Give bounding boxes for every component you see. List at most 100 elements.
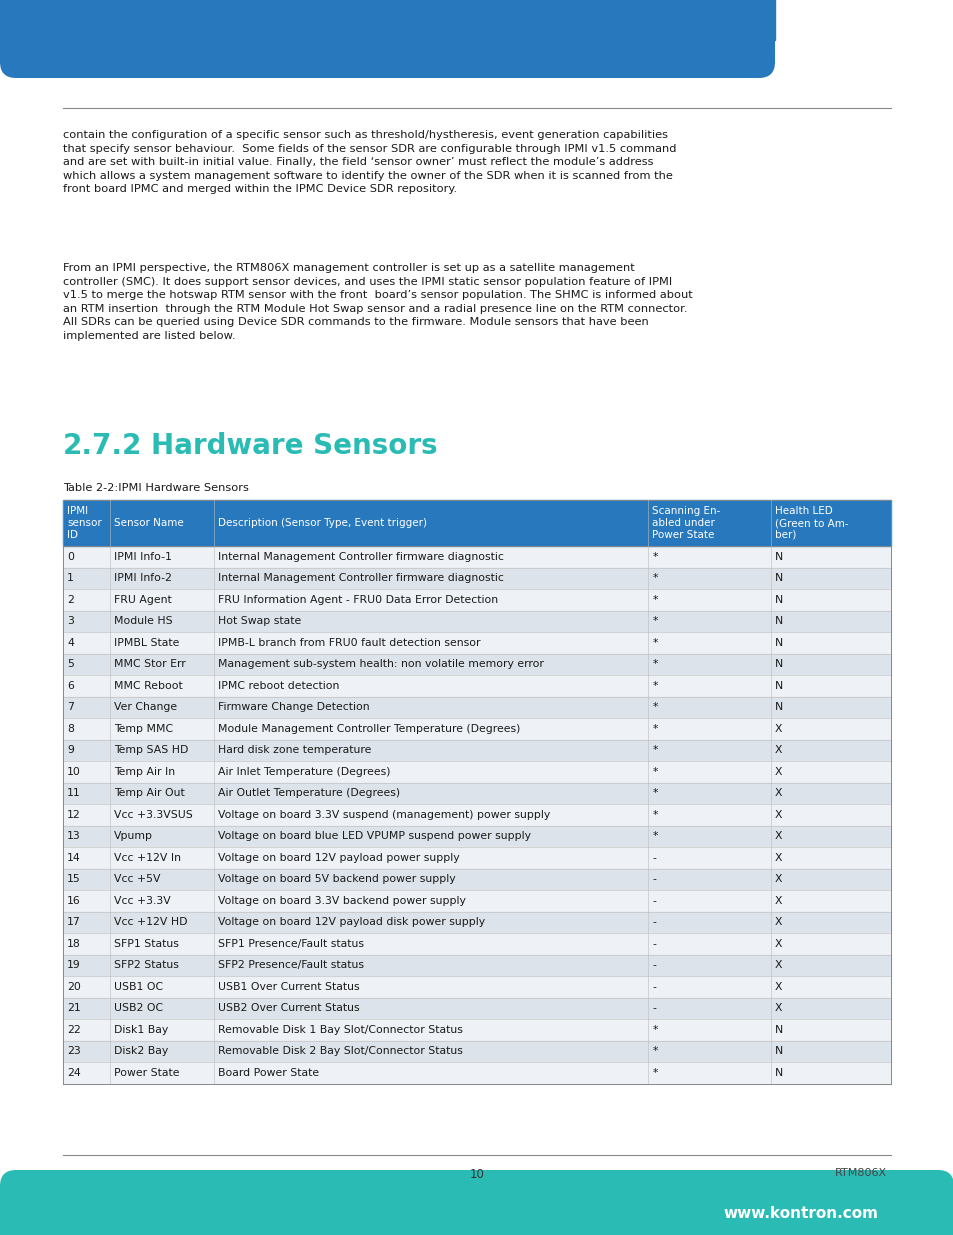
Text: Voltage on board 12V payload power supply: Voltage on board 12V payload power suppl… (217, 852, 458, 863)
Text: Internal Management Controller firmware diagnostic: Internal Management Controller firmware … (217, 552, 503, 562)
Bar (63, 740, 890, 761)
Bar (63, 932, 890, 955)
Text: X: X (774, 982, 781, 992)
Text: *: * (652, 788, 657, 798)
Bar (63, 1062, 890, 1083)
Bar (63, 1019, 890, 1041)
Text: N: N (774, 659, 782, 669)
Text: *: * (652, 659, 657, 669)
Text: X: X (774, 767, 781, 777)
Text: N: N (774, 1025, 782, 1035)
Text: *: * (652, 573, 657, 583)
Text: X: X (774, 724, 781, 734)
Bar (63, 568, 890, 589)
Text: 22: 22 (67, 1025, 81, 1035)
Text: Voltage on board 3.3V suspend (management) power supply: Voltage on board 3.3V suspend (managemen… (217, 810, 549, 820)
Text: Disk2 Bay: Disk2 Bay (114, 1046, 169, 1056)
Text: Voltage on board blue LED VPUMP suspend power supply: Voltage on board blue LED VPUMP suspend … (217, 831, 530, 841)
Bar (63, 610, 890, 632)
Text: *: * (652, 831, 657, 841)
Bar (0, 0, 774, 40)
Text: 6: 6 (67, 680, 73, 690)
Text: Temp Air Out: Temp Air Out (114, 788, 185, 798)
Text: Voltage on board 5V backend power supply: Voltage on board 5V backend power supply (217, 874, 455, 884)
Text: N: N (774, 680, 782, 690)
Text: SFP2 Presence/Fault status: SFP2 Presence/Fault status (217, 961, 363, 971)
Text: Scanning En-
abled under
Power State: Scanning En- abled under Power State (652, 506, 720, 540)
Text: 10: 10 (469, 1168, 484, 1181)
Text: -: - (652, 874, 656, 884)
Text: Vcc +5V: Vcc +5V (114, 874, 160, 884)
Text: 3: 3 (67, 616, 73, 626)
Text: Sensor Name: Sensor Name (114, 517, 184, 529)
Bar (63, 847, 890, 868)
Text: X: X (774, 745, 781, 756)
Text: -: - (652, 852, 656, 863)
Text: RTM806X: RTM806X (834, 1168, 886, 1178)
Text: X: X (774, 874, 781, 884)
Text: Description (Sensor Type, Event trigger): Description (Sensor Type, Event trigger) (217, 517, 426, 529)
Text: MMC Reboot: MMC Reboot (114, 680, 183, 690)
Text: 11: 11 (67, 788, 81, 798)
Text: N: N (774, 637, 782, 647)
Text: IPMB-L branch from FRU0 fault detection sensor: IPMB-L branch from FRU0 fault detection … (217, 637, 479, 647)
Text: Module HS: Module HS (114, 616, 172, 626)
Text: X: X (774, 831, 781, 841)
Bar (63, 632, 890, 653)
Text: *: * (652, 767, 657, 777)
Text: Vcc +3.3VSUS: Vcc +3.3VSUS (114, 810, 193, 820)
Text: www.kontron.com: www.kontron.com (722, 1205, 877, 1220)
Text: Firmware Change Detection: Firmware Change Detection (217, 703, 369, 713)
Text: Hot Swap state: Hot Swap state (217, 616, 300, 626)
Text: Vpump: Vpump (114, 831, 153, 841)
Text: N: N (774, 552, 782, 562)
Text: *: * (652, 595, 657, 605)
Bar (63, 868, 890, 890)
FancyBboxPatch shape (0, 1170, 953, 1235)
Bar (63, 653, 890, 676)
Text: X: X (774, 918, 781, 927)
Text: X: X (774, 961, 781, 971)
Text: N: N (774, 573, 782, 583)
Text: 16: 16 (67, 895, 81, 905)
Text: Removable Disk 2 Bay Slot/Connector Status: Removable Disk 2 Bay Slot/Connector Stat… (217, 1046, 462, 1056)
Text: *: * (652, 1025, 657, 1035)
Bar (63, 718, 890, 740)
Text: N: N (774, 703, 782, 713)
Text: -: - (652, 895, 656, 905)
Text: 5: 5 (67, 659, 73, 669)
Text: FRU Information Agent - FRU0 Data Error Detection: FRU Information Agent - FRU0 Data Error … (217, 595, 497, 605)
Bar (63, 976, 890, 998)
Text: Health LED
(Green to Am-
ber): Health LED (Green to Am- ber) (774, 506, 847, 540)
Text: Vcc +3.3V: Vcc +3.3V (114, 895, 171, 905)
Text: Module Management Controller Temperature (Degrees): Module Management Controller Temperature… (217, 724, 519, 734)
Text: -: - (652, 982, 656, 992)
Text: 1: 1 (67, 573, 73, 583)
Text: Hard disk zone temperature: Hard disk zone temperature (217, 745, 371, 756)
Text: 20: 20 (67, 982, 81, 992)
Text: SFP1 Presence/Fault status: SFP1 Presence/Fault status (217, 939, 363, 948)
Text: Management sub-system health: non volatile memory error: Management sub-system health: non volati… (217, 659, 543, 669)
Text: contain the configuration of a specific sensor such as threshold/hystheresis, ev: contain the configuration of a specific … (63, 130, 676, 194)
Text: 13: 13 (67, 831, 81, 841)
Text: *: * (652, 724, 657, 734)
Bar (63, 697, 890, 718)
Text: USB2 OC: USB2 OC (114, 1003, 163, 1013)
Text: Air Inlet Temperature (Degrees): Air Inlet Temperature (Degrees) (217, 767, 390, 777)
Text: USB2 Over Current Status: USB2 Over Current Status (217, 1003, 359, 1013)
Text: *: * (652, 810, 657, 820)
Text: 19: 19 (67, 961, 81, 971)
Text: SFP2 Status: SFP2 Status (114, 961, 179, 971)
Bar (63, 589, 890, 610)
Text: 14: 14 (67, 852, 81, 863)
Text: Air Outlet Temperature (Degrees): Air Outlet Temperature (Degrees) (217, 788, 399, 798)
Text: Vcc +12V In: Vcc +12V In (114, 852, 181, 863)
Text: 4: 4 (67, 637, 73, 647)
Text: N: N (774, 1068, 782, 1078)
Bar (63, 998, 890, 1019)
Text: IPMC reboot detection: IPMC reboot detection (217, 680, 338, 690)
Bar (63, 804, 890, 825)
Text: 15: 15 (67, 874, 81, 884)
Text: IPMBL State: IPMBL State (114, 637, 179, 647)
Bar (63, 783, 890, 804)
